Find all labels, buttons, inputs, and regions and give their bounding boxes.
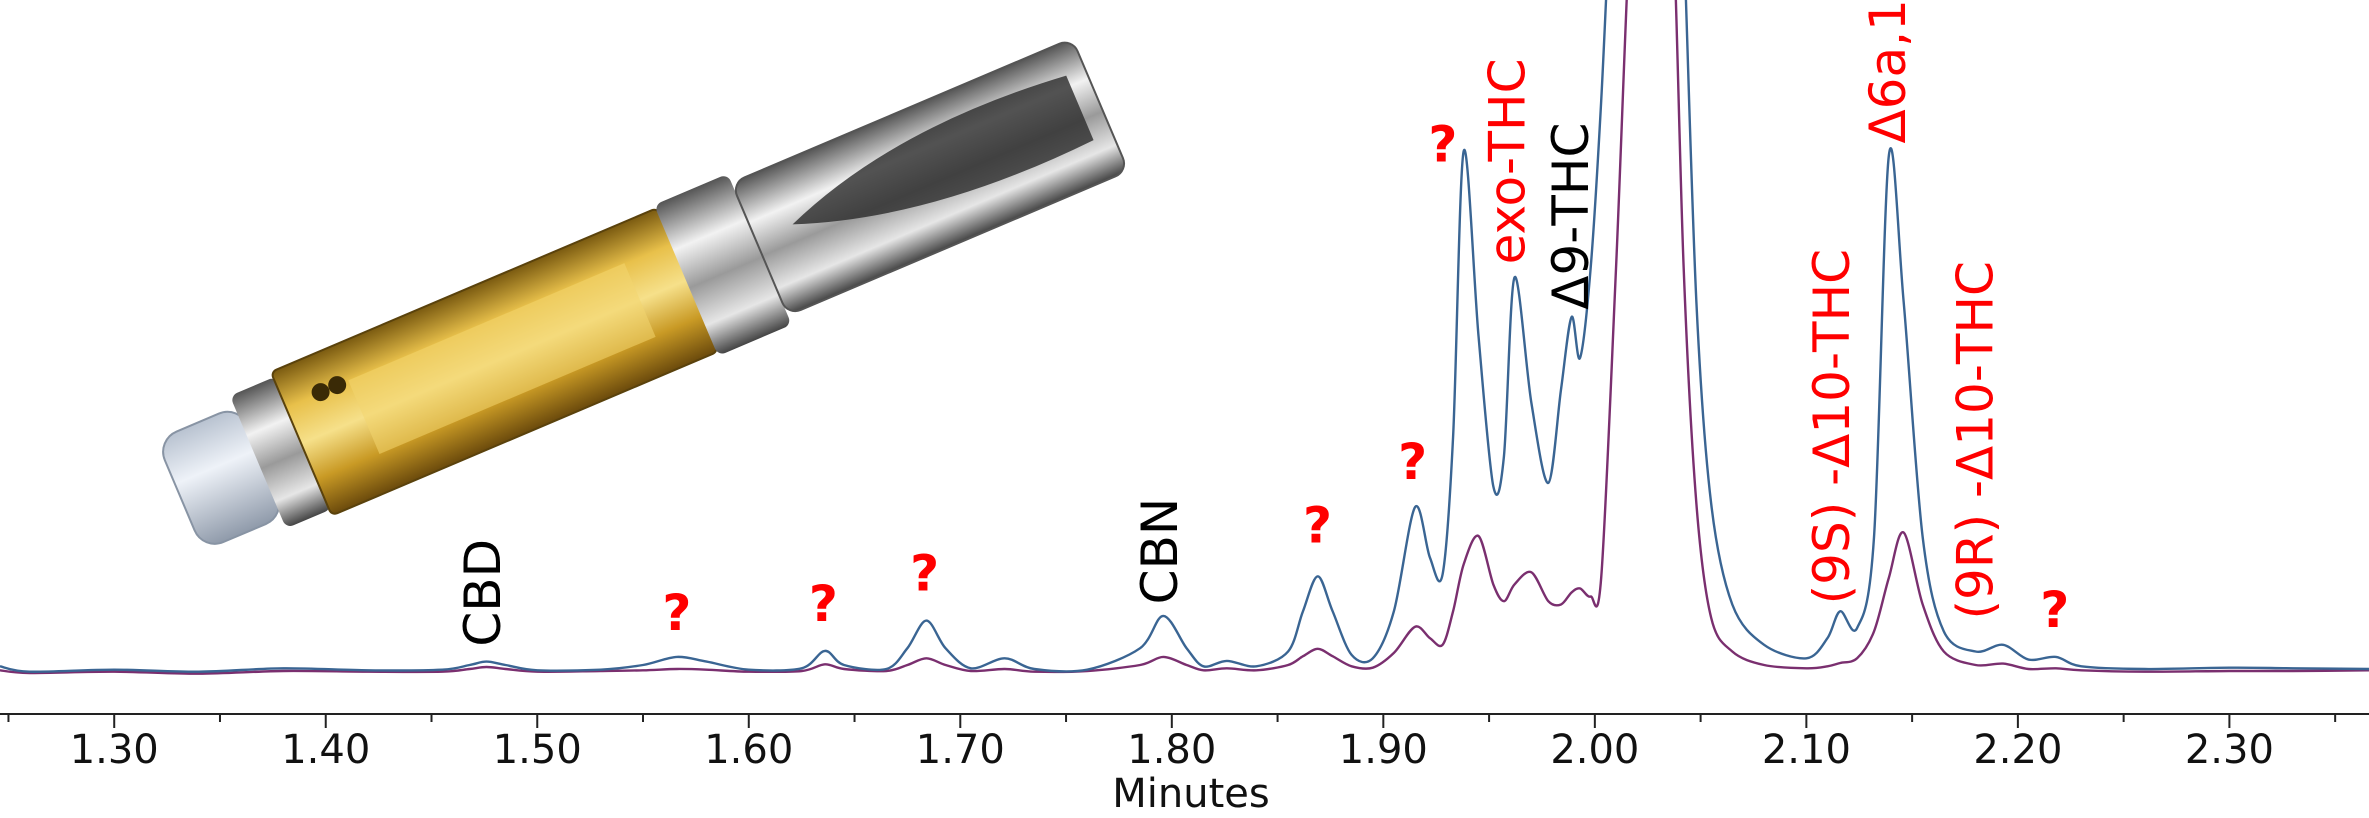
x-tick-label: 2.10 <box>1762 727 1851 773</box>
peak-annotation: CBN <box>1131 498 1189 605</box>
peak-annotation: (9S) -Δ10-THC <box>1803 249 1861 604</box>
peak-annotation: ? <box>2040 581 2069 639</box>
x-tick-label: 2.00 <box>1550 727 1639 773</box>
peak-annotation: ? <box>1303 496 1332 554</box>
peak-annotation: Δ6a,10a-THC <box>1859 0 1917 144</box>
peak-annotation: ? <box>1398 433 1427 491</box>
x-tick-label: 1.60 <box>704 727 793 773</box>
plot-area <box>0 0 2369 675</box>
peak-annotation: Δ9-THC <box>1542 123 1600 310</box>
x-tick-label: 1.40 <box>281 727 370 773</box>
peak-annotation: ? <box>910 545 939 603</box>
x-tick-label: 1.70 <box>916 727 1005 773</box>
peak-annotation: (9R) -Δ10-THC <box>1947 261 2005 619</box>
trace-line <box>0 0 2369 673</box>
peak-annotation: exo-THC <box>1478 58 1536 264</box>
x-tick-label: 1.50 <box>493 727 582 773</box>
x-tick-label: 2.20 <box>1973 727 2062 773</box>
peak-annotation: ? <box>809 575 838 633</box>
peak-annotation: ? <box>1428 116 1457 174</box>
x-tick-label: 1.30 <box>70 727 159 773</box>
x-axis-title: Minutes <box>1112 771 1269 817</box>
x-tick-label: 2.30 <box>2185 727 2274 773</box>
peak-annotation: CBD <box>454 539 512 647</box>
cartridge-image <box>162 41 1126 545</box>
trace-line <box>0 0 2369 675</box>
peak-annotation: ? <box>662 584 691 642</box>
x-tick-label: 1.80 <box>1127 727 1216 773</box>
x-tick-label: 1.90 <box>1339 727 1428 773</box>
